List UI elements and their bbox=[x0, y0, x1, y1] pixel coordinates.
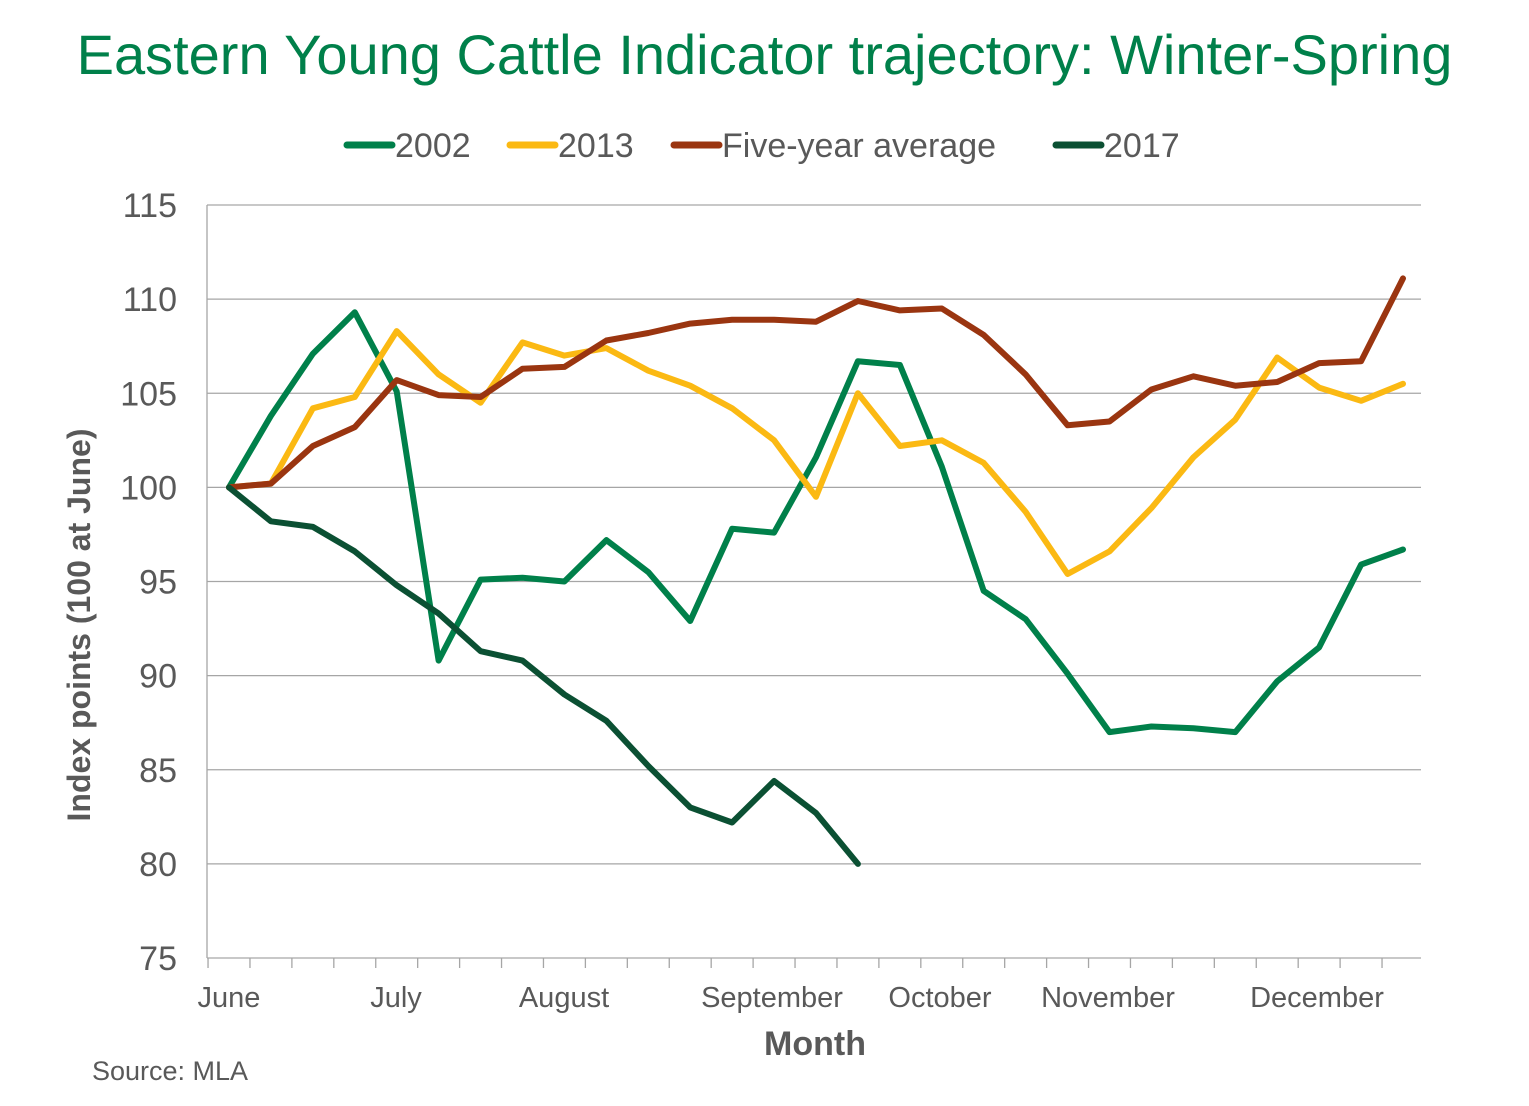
legend-label: 2017 bbox=[1104, 127, 1180, 165]
y-tick-label: 105 bbox=[120, 375, 177, 413]
legend: 2002 2013 Five-year average 2017 bbox=[343, 127, 1180, 165]
legend-label: 2013 bbox=[558, 127, 634, 165]
x-tick-label: October bbox=[888, 982, 991, 1014]
y-tick-label: 75 bbox=[139, 940, 177, 978]
y-tick-label: 115 bbox=[123, 187, 177, 225]
x-tick-label: August bbox=[519, 982, 609, 1014]
series-line-0 bbox=[226, 309, 1406, 736]
y-tick-label: 95 bbox=[139, 564, 177, 602]
chart-title: Eastern Young Cattle Indicator trajector… bbox=[76, 23, 1453, 86]
axes bbox=[206, 205, 1421, 968]
series-line-2 bbox=[226, 275, 1406, 491]
x-tick-labels: June July August September October November De… bbox=[198, 982, 1385, 1014]
series-line-3 bbox=[226, 484, 861, 867]
source-note: Source: MLA bbox=[92, 1056, 249, 1086]
y-tick-label: 85 bbox=[139, 752, 177, 790]
y-tick-label: 100 bbox=[120, 469, 177, 507]
x-tick-label: November bbox=[1041, 982, 1175, 1014]
y-tick-label: 90 bbox=[139, 658, 177, 696]
x-tick-label: September bbox=[701, 982, 843, 1014]
legend-label: 2002 bbox=[395, 127, 471, 165]
series-lines bbox=[226, 275, 1406, 867]
y-tick-label: 80 bbox=[139, 846, 177, 884]
series-line-1 bbox=[226, 328, 1406, 577]
x-tick-label: July bbox=[370, 982, 422, 1014]
legend-label: Five-year average bbox=[722, 127, 996, 165]
x-axis-title: Month bbox=[764, 1025, 866, 1063]
y-tick-label: 110 bbox=[123, 281, 177, 319]
x-tick-label: June bbox=[198, 982, 261, 1014]
y-tick-labels: 75 80 85 90 95 100 105 110 115 bbox=[120, 187, 177, 978]
y-axis-title: Index points (100 at June) bbox=[61, 429, 97, 822]
x-tick-label: December bbox=[1250, 982, 1384, 1014]
gridlines bbox=[207, 204, 1421, 865]
